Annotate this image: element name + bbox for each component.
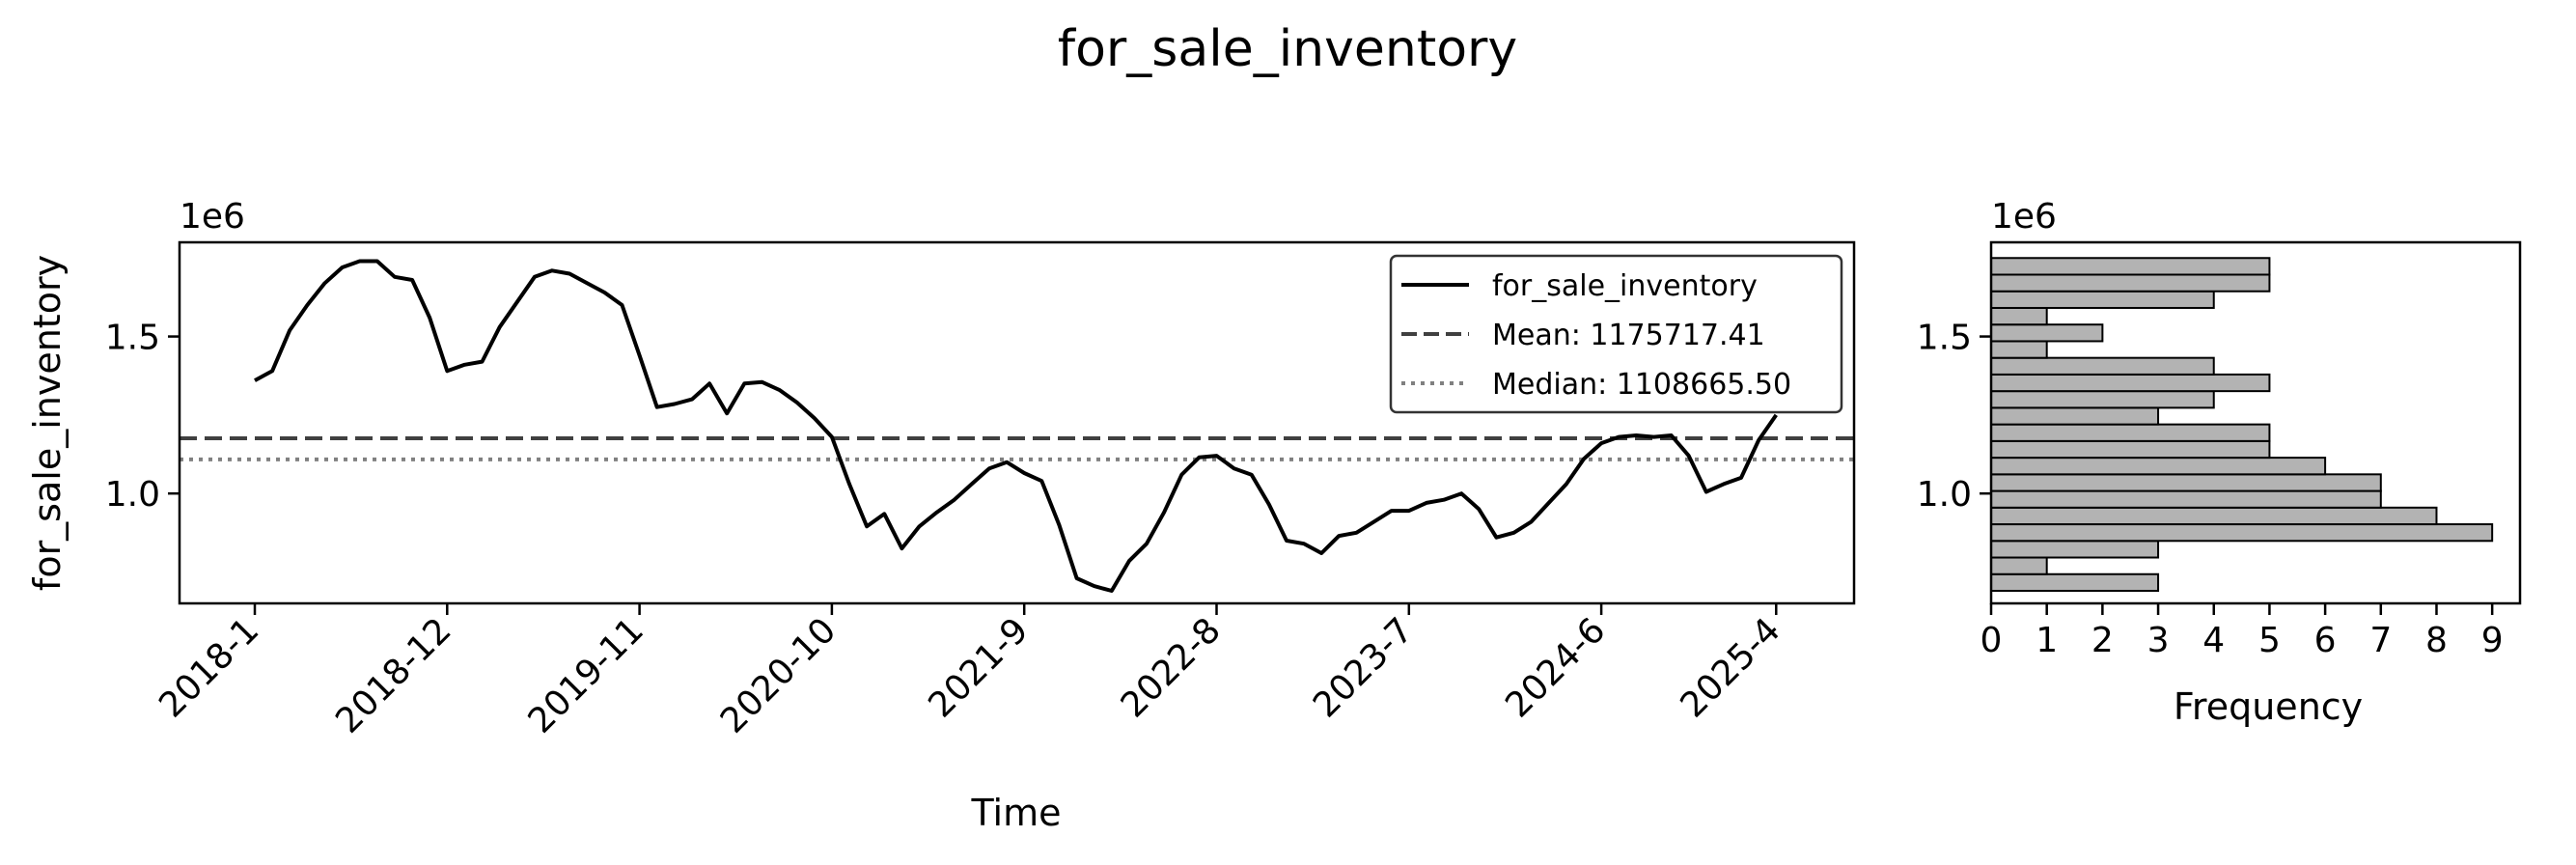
legend-label-series: for_sale_inventory [1492,269,1758,303]
histogram-x-axis-label: Frequency [2174,685,2363,728]
legend-box [1389,254,1843,414]
histogram-bar [1990,323,2104,343]
histogram-bar [1990,273,2271,293]
time-series-y-axis-label: for_sale_inventory [26,255,69,591]
histogram-bar [1990,373,2271,393]
x-tick-label: 4 [2202,621,2225,660]
x-tick-label: 6 [2314,621,2337,660]
y-tick-label: 1.0 [1917,475,1972,515]
x-tick-label: 2025-4 [1673,610,1787,725]
histogram-panel: 0 1 2 3 4 5 6 7 8 9 1.0 1.5 1e6 Frequency [1917,197,2522,728]
y-tick-label: 1.0 [105,475,160,515]
histogram-bar [1990,506,2438,526]
histogram-bar [1990,572,2160,592]
histogram-bar [1990,457,2327,476]
x-tick-label: 2023-7 [1306,610,1421,725]
time-series-panel: 1.0 1.5 2018-1 2018-12 2019-11 2020-10 2021-9 2… [26,197,1856,834]
legend: for_sale_inventory Mean: 1175717.41 Medi… [1389,254,1843,414]
legend-label-mean: Mean: 1175717.41 [1492,319,1765,352]
histogram-bar [1990,390,2215,409]
series-line-for-sale-inventory [254,259,1778,593]
histogram-bar [1990,306,2048,326]
histogram-bar [1990,473,2382,492]
x-tick-label: 3 [2147,621,2170,660]
x-tick-label: 2024-6 [1498,610,1613,725]
histogram-bar [1990,556,2048,575]
histogram-plot-frame [1989,240,2522,605]
x-tick-label: 2021-9 [921,610,1036,725]
time-series-x-axis-label: Time [971,792,1062,834]
figure-title: for_sale_inventory [1058,20,1517,78]
time-series-plot-frame [178,240,1856,605]
histogram-bar [1990,423,2271,442]
histogram-bar [1990,439,2271,460]
x-tick-label: 2020-10 [713,610,844,740]
x-tick-label: 1 [2036,621,2058,660]
histogram-bar [1990,406,2160,426]
histogram-bar [1990,489,2382,509]
x-tick-label: 2 [2091,621,2114,660]
x-tick-label: 7 [2369,621,2392,660]
histogram-bar [1990,523,2494,543]
x-tick-label: 5 [2258,621,2281,660]
x-tick-label: 2022-8 [1114,610,1229,725]
x-tick-label: 2018-12 [328,610,458,740]
histogram-offset-label: 1e6 [1991,197,2057,237]
histogram-bar [1990,290,2215,309]
legend-label-median: Median: 1108665.50 [1492,368,1791,402]
x-tick-label: 9 [2481,621,2504,660]
histogram-bar [1990,257,2271,276]
x-tick-label: 0 [1980,621,2003,660]
histogram-bar [1990,540,2160,559]
histogram-bar [1990,340,2048,359]
x-tick-label: 2018-1 [152,610,266,725]
y-tick-label: 1.5 [105,319,160,358]
x-tick-label: 2019-11 [521,610,651,740]
y-tick-label: 1.5 [1917,319,1972,358]
time-series-offset-label: 1e6 [180,197,245,237]
histogram-bar [1990,356,2215,376]
x-tick-label: 8 [2425,621,2448,660]
